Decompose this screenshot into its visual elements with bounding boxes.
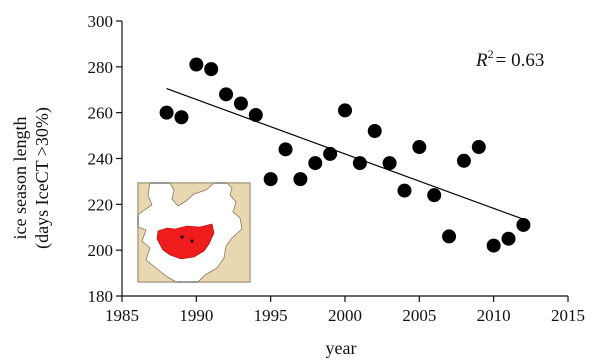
- data-point: [174, 110, 189, 125]
- data-point: [367, 124, 382, 138]
- data-point: [338, 103, 352, 118]
- data-point: [516, 217, 531, 232]
- data-point: [278, 142, 293, 157]
- inset-land-north-island: [169, 182, 216, 207]
- x-tick-label: 2000: [328, 306, 362, 325]
- data-point: [293, 172, 308, 187]
- data-point: [323, 146, 338, 161]
- inset-map-highlighted-region: [156, 223, 215, 260]
- trend-line: [166, 88, 524, 220]
- y-axis-title-line1: ice season length: [10, 117, 30, 240]
- data-point: [471, 140, 486, 155]
- y-tick-label: 180: [88, 287, 114, 306]
- data-point: [204, 62, 219, 77]
- data-point: [248, 107, 263, 122]
- x-axis-title: year: [326, 338, 357, 358]
- inset-land-east: [197, 182, 251, 283]
- data-point: [397, 183, 412, 198]
- inset-land-southwest: [137, 226, 178, 283]
- y-tick-label: 220: [88, 195, 114, 214]
- data-point: [219, 87, 234, 102]
- data-point: [352, 156, 367, 171]
- inset-map: [137, 182, 251, 283]
- r-squared-exponent: 2: [488, 47, 494, 61]
- x-tick-label: 1990: [179, 306, 213, 325]
- data-point: [189, 57, 204, 72]
- data-point: [456, 153, 471, 168]
- y-tick-label: 300: [88, 12, 114, 31]
- inset-land-northwest: [137, 182, 153, 216]
- data-points: [159, 57, 531, 253]
- x-tick-label: 2015: [551, 306, 585, 325]
- data-point: [159, 105, 174, 120]
- data-point: [308, 156, 323, 171]
- y-tick-label: 200: [88, 241, 114, 260]
- data-point: [501, 231, 516, 246]
- data-point: [427, 188, 442, 203]
- tick-marks: [116, 20, 569, 302]
- y-axis-title-line2: (days IceCT >30%): [32, 107, 53, 249]
- x-tick-label: 1995: [254, 306, 288, 325]
- data-point: [412, 140, 427, 155]
- y-tick-label: 240: [88, 150, 114, 169]
- r-squared-annotation: R2 = 0.63: [475, 47, 544, 71]
- x-tick-label: 1985: [105, 306, 139, 325]
- data-point: [233, 96, 248, 111]
- data-point: [486, 238, 501, 253]
- x-tick-label: 2005: [402, 306, 436, 325]
- inset-map-marker: [190, 239, 194, 243]
- inset-map-marker: [180, 235, 184, 239]
- data-point: [263, 172, 278, 187]
- inset-map-land: [137, 182, 251, 283]
- y-tick-label: 280: [88, 58, 114, 77]
- r-squared-value: = 0.63: [496, 50, 545, 71]
- data-point: [442, 229, 457, 244]
- y-tick-label: 260: [88, 104, 114, 123]
- data-point: [382, 156, 397, 171]
- x-tick-label: 2010: [477, 306, 511, 325]
- r-squared-symbol: R: [475, 50, 488, 71]
